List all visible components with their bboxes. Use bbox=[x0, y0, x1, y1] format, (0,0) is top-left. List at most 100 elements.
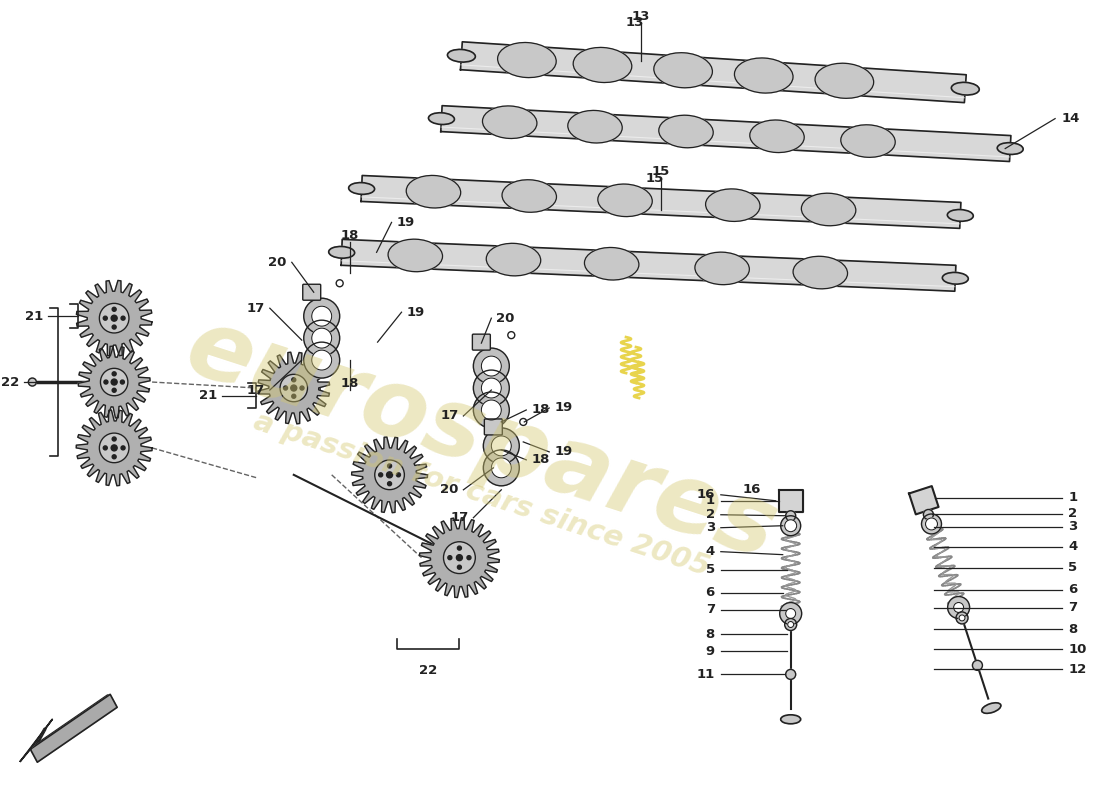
Circle shape bbox=[473, 348, 509, 384]
Circle shape bbox=[784, 618, 796, 630]
Circle shape bbox=[387, 464, 392, 468]
Ellipse shape bbox=[750, 120, 804, 153]
Circle shape bbox=[443, 542, 475, 574]
Circle shape bbox=[304, 298, 340, 334]
Text: 4: 4 bbox=[1068, 540, 1077, 553]
Circle shape bbox=[112, 325, 117, 329]
Circle shape bbox=[784, 520, 796, 532]
Circle shape bbox=[375, 460, 405, 490]
Text: 10: 10 bbox=[1068, 643, 1087, 656]
Circle shape bbox=[482, 356, 502, 376]
Ellipse shape bbox=[952, 82, 979, 95]
Circle shape bbox=[781, 516, 801, 536]
Text: 1: 1 bbox=[706, 494, 715, 507]
Circle shape bbox=[923, 510, 934, 519]
Ellipse shape bbox=[815, 63, 873, 98]
Polygon shape bbox=[419, 518, 499, 598]
Circle shape bbox=[785, 670, 795, 679]
Circle shape bbox=[492, 458, 512, 478]
Circle shape bbox=[99, 433, 129, 462]
Circle shape bbox=[396, 473, 400, 477]
Ellipse shape bbox=[695, 252, 749, 285]
Circle shape bbox=[103, 380, 108, 384]
Ellipse shape bbox=[840, 125, 895, 158]
FancyBboxPatch shape bbox=[302, 284, 321, 300]
Polygon shape bbox=[21, 719, 53, 762]
Text: 5: 5 bbox=[1068, 561, 1077, 574]
Circle shape bbox=[922, 514, 942, 534]
Circle shape bbox=[482, 378, 502, 398]
Ellipse shape bbox=[981, 702, 1001, 714]
Circle shape bbox=[448, 556, 452, 560]
Ellipse shape bbox=[597, 184, 652, 217]
Circle shape bbox=[284, 386, 287, 390]
Text: 8: 8 bbox=[705, 628, 715, 641]
Circle shape bbox=[300, 386, 304, 390]
Polygon shape bbox=[76, 410, 152, 486]
Circle shape bbox=[111, 315, 118, 321]
Text: 21: 21 bbox=[25, 310, 43, 322]
Text: 21: 21 bbox=[199, 389, 217, 402]
Text: 23: 23 bbox=[95, 374, 112, 386]
Ellipse shape bbox=[659, 115, 713, 148]
Ellipse shape bbox=[497, 42, 557, 78]
Circle shape bbox=[387, 482, 392, 486]
Text: 16: 16 bbox=[696, 488, 715, 502]
Ellipse shape bbox=[568, 110, 623, 143]
Circle shape bbox=[483, 450, 519, 486]
Circle shape bbox=[378, 473, 383, 477]
Text: 18: 18 bbox=[341, 230, 359, 242]
Text: 19: 19 bbox=[396, 216, 415, 229]
Circle shape bbox=[788, 622, 794, 627]
Circle shape bbox=[304, 342, 340, 378]
FancyBboxPatch shape bbox=[472, 334, 491, 350]
Circle shape bbox=[100, 368, 128, 396]
Circle shape bbox=[458, 546, 461, 550]
Text: 20: 20 bbox=[440, 483, 459, 496]
Text: a passion for cars since 2005: a passion for cars since 2005 bbox=[250, 408, 713, 582]
Circle shape bbox=[120, 380, 124, 384]
Text: 7: 7 bbox=[1068, 601, 1077, 614]
Ellipse shape bbox=[943, 273, 968, 284]
Circle shape bbox=[483, 428, 519, 464]
Circle shape bbox=[121, 446, 125, 450]
Circle shape bbox=[520, 418, 527, 426]
Text: 18: 18 bbox=[531, 403, 550, 417]
Circle shape bbox=[111, 445, 118, 451]
Polygon shape bbox=[441, 106, 1011, 162]
Text: 17: 17 bbox=[440, 410, 459, 422]
Ellipse shape bbox=[947, 210, 974, 222]
Text: 16: 16 bbox=[742, 483, 761, 496]
Circle shape bbox=[468, 556, 471, 560]
Text: 17: 17 bbox=[246, 302, 265, 314]
Ellipse shape bbox=[793, 256, 847, 289]
Ellipse shape bbox=[502, 180, 557, 212]
Text: 13: 13 bbox=[631, 10, 650, 23]
Ellipse shape bbox=[349, 182, 375, 194]
FancyBboxPatch shape bbox=[484, 419, 503, 435]
Text: 5: 5 bbox=[706, 563, 715, 576]
Ellipse shape bbox=[705, 189, 760, 222]
Circle shape bbox=[121, 316, 125, 320]
Text: 1: 1 bbox=[1068, 491, 1077, 504]
Circle shape bbox=[948, 597, 969, 618]
Text: 3: 3 bbox=[705, 522, 715, 534]
Text: 23: 23 bbox=[304, 386, 322, 398]
Ellipse shape bbox=[653, 53, 713, 88]
Text: 17: 17 bbox=[450, 511, 469, 524]
Ellipse shape bbox=[486, 243, 541, 276]
Circle shape bbox=[99, 303, 129, 333]
Circle shape bbox=[337, 280, 343, 286]
Ellipse shape bbox=[483, 106, 537, 138]
Text: 23: 23 bbox=[95, 442, 112, 454]
Polygon shape bbox=[341, 239, 956, 291]
Circle shape bbox=[925, 518, 937, 530]
Circle shape bbox=[103, 316, 108, 320]
Text: 4: 4 bbox=[705, 545, 715, 558]
Text: 17: 17 bbox=[246, 383, 265, 397]
Circle shape bbox=[311, 306, 332, 326]
Text: 6: 6 bbox=[1068, 583, 1077, 596]
Text: 11: 11 bbox=[696, 668, 715, 681]
Circle shape bbox=[492, 436, 512, 456]
Ellipse shape bbox=[429, 113, 454, 125]
